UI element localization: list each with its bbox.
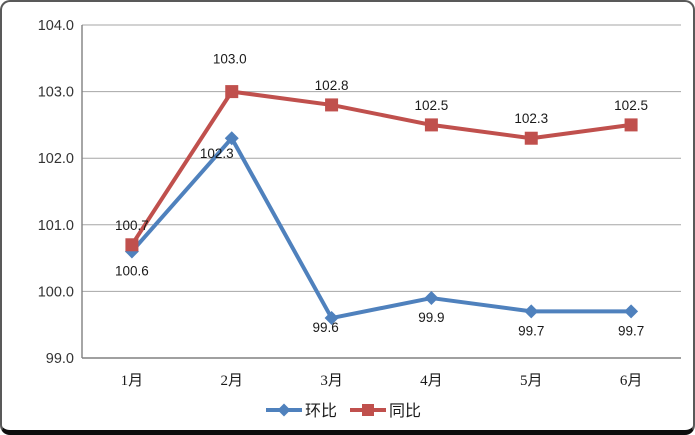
data-label-huanbi: 100.6	[115, 263, 149, 278]
series-huanbi-marker	[224, 131, 239, 146]
legend-item-tongbi: 同比	[350, 402, 421, 420]
y-axis-label: 100.0	[38, 284, 74, 300]
series-tongbi-line	[129, 89, 634, 247]
series-tongbi-marker	[325, 98, 339, 112]
y-axis-label: 99.0	[46, 351, 74, 367]
series-huanbi-marker	[524, 304, 539, 319]
y-axis-label: 102.0	[38, 151, 74, 167]
x-axis-label: 4月	[420, 373, 443, 389]
series-huanbi-marker	[324, 311, 339, 326]
series-tongbi-marker	[624, 118, 638, 132]
data-label-tongbi: 102.8	[315, 78, 349, 93]
series-huanbi-line	[129, 136, 634, 321]
series-tongbi-marker	[125, 238, 139, 252]
data-label-tongbi: 103.0	[213, 52, 247, 67]
x-axis-label: 3月	[320, 373, 343, 389]
series-huanbi	[124, 131, 639, 326]
data-label-huanbi: 99.9	[418, 310, 444, 325]
series-huanbi-marker	[424, 291, 439, 306]
y-axis-label: 101.0	[38, 218, 74, 234]
x-axis-label: 1月	[121, 373, 144, 389]
data-label-huanbi: 99.7	[518, 323, 544, 338]
legend-item-huanbi: 环比	[266, 402, 337, 420]
series-tongbi-marker	[424, 118, 438, 132]
y-axis-label: 104.0	[38, 18, 74, 34]
series-huanbi-marker	[624, 304, 639, 319]
legend-label-huanbi: 环比	[305, 402, 337, 420]
data-label-tongbi: 100.7	[115, 218, 149, 233]
data-label-huanbi: 99.6	[312, 320, 338, 335]
series-tongbi	[125, 85, 638, 252]
data-label-huanbi: 99.7	[618, 323, 644, 338]
y-axis-label: 103.0	[38, 85, 74, 101]
x-axis-label: 5月	[520, 373, 543, 389]
data-label-tongbi: 102.3	[514, 111, 548, 126]
series-tongbi-marker	[225, 85, 239, 99]
data-label-tongbi: 102.5	[415, 98, 449, 113]
data-label-huanbi: 102.3	[200, 146, 234, 161]
series-tongbi-marker	[362, 404, 374, 416]
series-huanbi-marker	[277, 403, 291, 417]
legend-label-tongbi: 同比	[389, 402, 421, 420]
x-axis-label: 2月	[220, 373, 243, 389]
legend: 环比 同比	[266, 402, 421, 420]
x-axis-label: 6月	[620, 373, 643, 389]
series-tongbi-marker	[524, 131, 538, 145]
data-label-tongbi: 102.5	[614, 98, 648, 113]
